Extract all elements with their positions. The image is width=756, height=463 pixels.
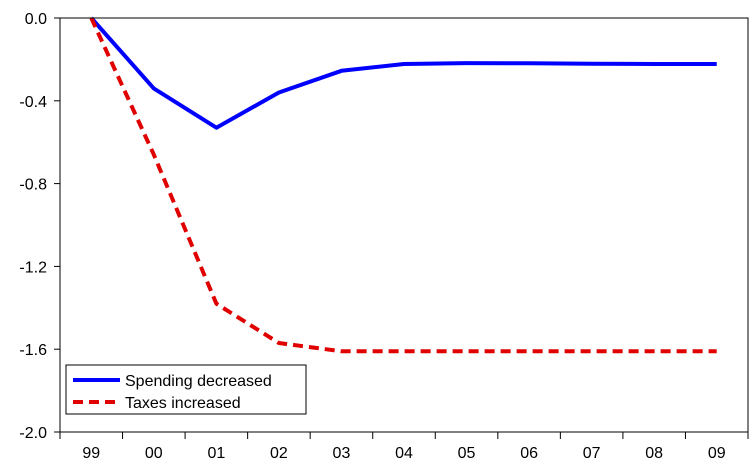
x-tick-label: 02 <box>270 445 288 462</box>
plot-frame <box>59 17 749 433</box>
x-tick-label: 99 <box>82 445 100 462</box>
legend-label: Taxes increased <box>125 395 241 412</box>
x-tick-label: 05 <box>458 445 476 462</box>
x-tick-label: 09 <box>708 445 726 462</box>
y-tick-label: -1.2 <box>19 259 47 276</box>
x-tick-label: 06 <box>520 445 538 462</box>
y-tick-label: 0.0 <box>25 11 47 28</box>
series-line-2 <box>89 17 717 354</box>
legend-box <box>65 364 307 415</box>
legend-label: Spending decreased <box>125 373 272 390</box>
y-tick-label: -0.4 <box>19 94 47 111</box>
y-tick-label: -1.6 <box>19 342 47 359</box>
y-axis: 0.0 -0.4 -0.8 -1.2 -1.6 -2.0 <box>19 11 60 442</box>
y-tick-label: -0.8 <box>19 177 47 194</box>
series-line-1 <box>89 16 717 130</box>
x-tick-label: 04 <box>395 445 413 462</box>
y-tick-label: -2.0 <box>19 425 47 442</box>
x-tick-label: 01 <box>207 445 225 462</box>
series-layer <box>89 16 717 354</box>
x-tick-label: 00 <box>145 445 163 462</box>
x-tick-label: 08 <box>645 445 663 462</box>
legend: Spending decreased Taxes increased <box>65 364 307 415</box>
x-axis: 99 00 01 02 03 04 05 06 07 08 09 <box>59 432 749 462</box>
x-tick-label: 07 <box>583 445 601 462</box>
x-tick-label: 03 <box>333 445 351 462</box>
